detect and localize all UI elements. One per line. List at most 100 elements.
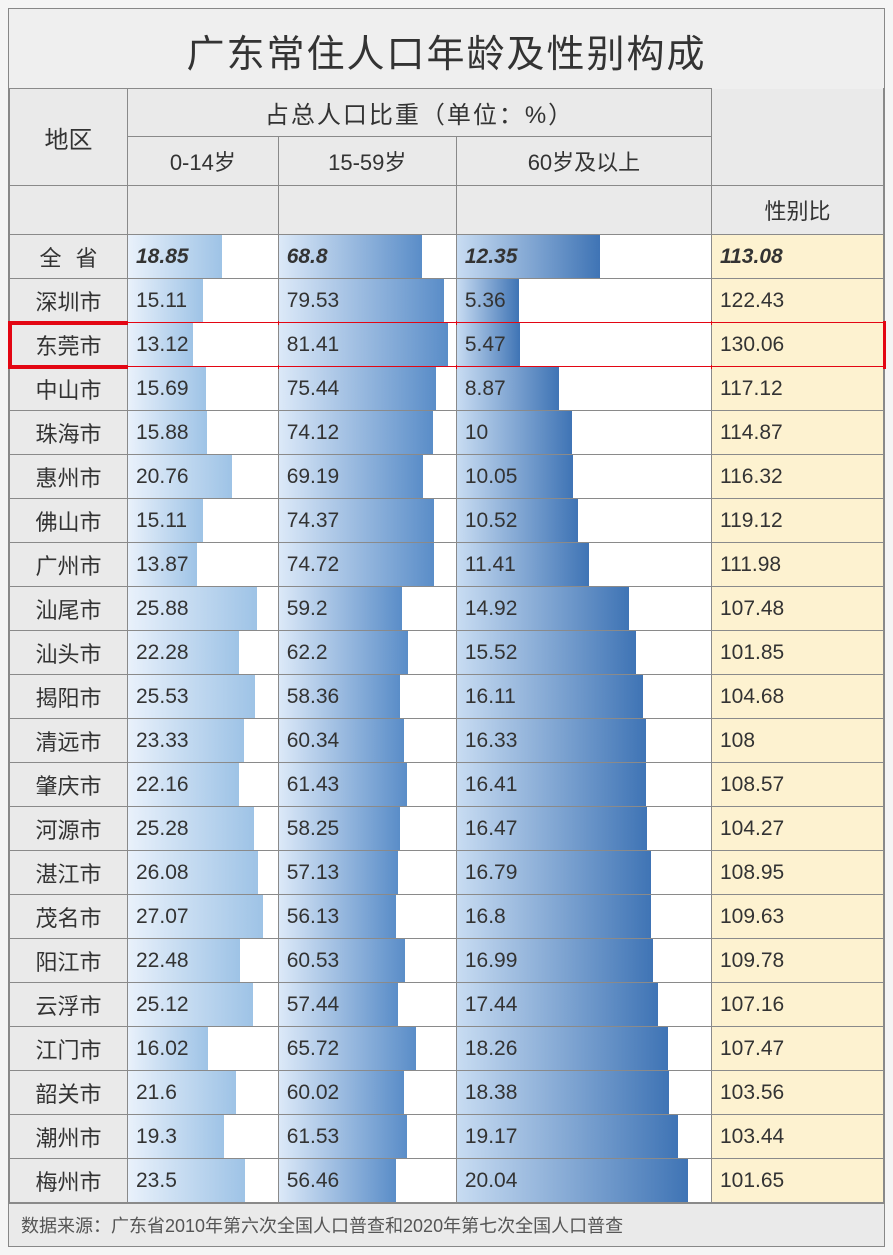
table-row: 惠州市20.7669.1910.05116.32 bbox=[10, 455, 884, 499]
value-age-60plus: 16.41 bbox=[465, 773, 518, 797]
cell-sex-ratio: 107.47 bbox=[712, 1027, 884, 1071]
value-age-60plus: 12.35 bbox=[465, 245, 518, 269]
cell-age-60plus: 20.04 bbox=[456, 1159, 711, 1203]
region-label: 江门市 bbox=[10, 1027, 128, 1071]
value-age-0-14: 15.69 bbox=[136, 377, 189, 401]
value-age-15-59: 79.53 bbox=[287, 289, 340, 313]
cell-sex-ratio: 117.12 bbox=[712, 367, 884, 411]
value-sex-ratio: 108.95 bbox=[720, 861, 784, 885]
cell-age-60plus: 8.87 bbox=[456, 367, 711, 411]
value-age-15-59: 81.41 bbox=[287, 333, 340, 357]
value-age-15-59: 60.53 bbox=[287, 949, 340, 973]
value-age-60plus: 20.04 bbox=[465, 1169, 518, 1193]
value-age-15-59: 65.72 bbox=[287, 1037, 340, 1061]
cell-age-0-14: 15.88 bbox=[128, 411, 279, 455]
cell-age-60plus: 12.35 bbox=[456, 235, 711, 279]
total-row: 全省18.8568.812.35113.08 bbox=[10, 235, 884, 279]
value-age-60plus: 18.26 bbox=[465, 1037, 518, 1061]
value-age-0-14: 16.02 bbox=[136, 1037, 189, 1061]
cell-age-15-59: 74.37 bbox=[278, 499, 456, 543]
table-row: 韶关市21.660.0218.38103.56 bbox=[10, 1071, 884, 1115]
cell-sex-ratio: 114.87 bbox=[712, 411, 884, 455]
value-age-0-14: 22.48 bbox=[136, 949, 189, 973]
value-age-0-14: 22.28 bbox=[136, 641, 189, 665]
cell-age-60plus: 16.41 bbox=[456, 763, 711, 807]
table-title: 广东常住人口年龄及性别构成 bbox=[9, 9, 884, 88]
value-age-60plus: 15.52 bbox=[465, 641, 518, 665]
value-age-15-59: 61.53 bbox=[287, 1125, 340, 1149]
cell-age-60plus: 11.41 bbox=[456, 543, 711, 587]
cell-age-15-59: 61.53 bbox=[278, 1115, 456, 1159]
cell-age-15-59: 56.46 bbox=[278, 1159, 456, 1203]
cell-age-0-14: 15.11 bbox=[128, 279, 279, 323]
table-row: 云浮市25.1257.4417.44107.16 bbox=[10, 983, 884, 1027]
value-sex-ratio: 101.85 bbox=[720, 641, 784, 665]
value-sex-ratio: 108.57 bbox=[720, 773, 784, 797]
cell-sex-ratio: 101.65 bbox=[712, 1159, 884, 1203]
cell-sex-ratio: 113.08 bbox=[712, 235, 884, 279]
cell-age-15-59: 75.44 bbox=[278, 367, 456, 411]
cell-age-0-14: 19.3 bbox=[128, 1115, 279, 1159]
header-age-15-59: 15-59岁 bbox=[278, 137, 456, 186]
region-label: 广州市 bbox=[10, 543, 128, 587]
cell-sex-ratio: 107.16 bbox=[712, 983, 884, 1027]
cell-age-0-14: 23.33 bbox=[128, 719, 279, 763]
value-age-60plus: 11.41 bbox=[465, 553, 516, 577]
table-row: 中山市 15.69 75.44 8.87117.12 bbox=[10, 367, 884, 411]
value-age-15-59: 61.43 bbox=[287, 773, 340, 797]
region-label: 中山市 bbox=[10, 367, 128, 411]
value-sex-ratio: 108 bbox=[720, 729, 755, 753]
value-sex-ratio: 107.48 bbox=[720, 597, 784, 621]
value-age-60plus: 16.79 bbox=[465, 861, 518, 885]
value-age-60plus: 16.8 bbox=[465, 905, 506, 929]
value-age-0-14: 20.76 bbox=[136, 465, 189, 489]
cell-age-60plus: 16.99 bbox=[456, 939, 711, 983]
cell-age-15-59: 57.13 bbox=[278, 851, 456, 895]
region-label: 汕尾市 bbox=[10, 587, 128, 631]
table-row: 汕头市 22.28 62.2 15.52 101.85 bbox=[10, 631, 884, 675]
value-age-0-14: 15.11 bbox=[136, 509, 187, 533]
table-row: 汕尾市25.8859.214.92107.48 bbox=[10, 587, 884, 631]
cell-age-60plus: 16.47 bbox=[456, 807, 711, 851]
cell-age-15-59: 60.53 bbox=[278, 939, 456, 983]
value-age-15-59: 58.36 bbox=[287, 685, 340, 709]
cell-age-15-59: 68.8 bbox=[278, 235, 456, 279]
value-age-15-59: 59.2 bbox=[287, 597, 328, 621]
value-sex-ratio: 107.16 bbox=[720, 993, 784, 1017]
cell-age-0-14: 22.16 bbox=[128, 763, 279, 807]
value-sex-ratio: 111.98 bbox=[720, 553, 781, 577]
region-label: 深圳市 bbox=[10, 279, 128, 323]
value-age-60plus: 17.44 bbox=[465, 993, 518, 1017]
cell-age-0-14: 13.12 bbox=[128, 323, 279, 367]
value-age-15-59: 56.46 bbox=[287, 1169, 340, 1193]
cell-age-60plus: 10 bbox=[456, 411, 711, 455]
cell-age-15-59: 62.2 bbox=[278, 631, 456, 675]
value-age-0-14: 21.6 bbox=[136, 1081, 177, 1105]
data-table: 地区 占总人口比重（单位：%） 0-14岁 15-59岁 60岁及以上 性别比 … bbox=[9, 88, 884, 1203]
region-label: 河源市 bbox=[10, 807, 128, 851]
table-row: 梅州市23.556.4620.04101.65 bbox=[10, 1159, 884, 1203]
region-label: 清远市 bbox=[10, 719, 128, 763]
region-label: 惠州市 bbox=[10, 455, 128, 499]
cell-sex-ratio: 116.32 bbox=[712, 455, 884, 499]
value-age-60plus: 10.52 bbox=[465, 509, 518, 533]
region-label: 汕头市 bbox=[10, 631, 128, 675]
value-age-60plus: 16.33 bbox=[465, 729, 518, 753]
value-age-15-59: 75.44 bbox=[287, 377, 340, 401]
cell-age-0-14: 23.5 bbox=[128, 1159, 279, 1203]
cell-sex-ratio: 101.85 bbox=[712, 631, 884, 675]
cell-age-60plus: 5.47 bbox=[456, 323, 711, 367]
table-row: 茂名市27.0756.1316.8109.63 bbox=[10, 895, 884, 939]
cell-age-15-59: 57.44 bbox=[278, 983, 456, 1027]
cell-age-0-14: 20.76 bbox=[128, 455, 279, 499]
region-label: 湛江市 bbox=[10, 851, 128, 895]
cell-age-0-14: 22.28 bbox=[128, 631, 279, 675]
value-age-0-14: 25.28 bbox=[136, 817, 189, 841]
value-age-15-59: 57.44 bbox=[287, 993, 340, 1017]
value-age-15-59: 74.37 bbox=[287, 509, 340, 533]
table-row: 阳江市22.4860.5316.99109.78 bbox=[10, 939, 884, 983]
cell-sex-ratio: 104.68 bbox=[712, 675, 884, 719]
cell-age-60plus: 18.26 bbox=[456, 1027, 711, 1071]
table-row: 江门市 16.02 65.72 18.26 107.47 bbox=[10, 1027, 884, 1071]
cell-sex-ratio: 122.43 bbox=[712, 279, 884, 323]
